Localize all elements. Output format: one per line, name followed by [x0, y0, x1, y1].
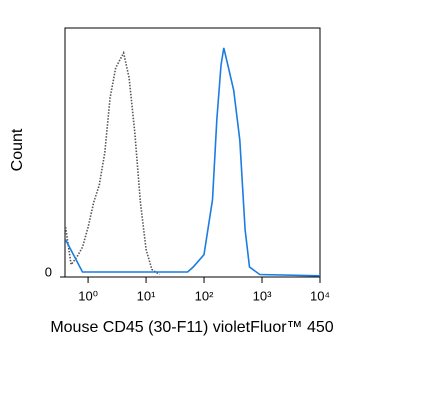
plot-frame [64, 27, 321, 278]
x-tick-label: 10¹ [137, 288, 156, 303]
histogram-line [64, 47, 321, 277]
x-tick-label: 10⁰ [78, 288, 98, 303]
y-axis-title: Count [9, 128, 26, 171]
y-tick-label: 0 [45, 264, 52, 279]
x-tick-label: 10² [195, 288, 214, 303]
x-tick-label: 10⁴ [310, 288, 330, 303]
x-tick-label: 10³ [253, 288, 272, 303]
x-axis-title: Mouse CD45 (30-F11) violetFluor™ 450 [50, 319, 333, 336]
histogram-line [64, 50, 160, 276]
